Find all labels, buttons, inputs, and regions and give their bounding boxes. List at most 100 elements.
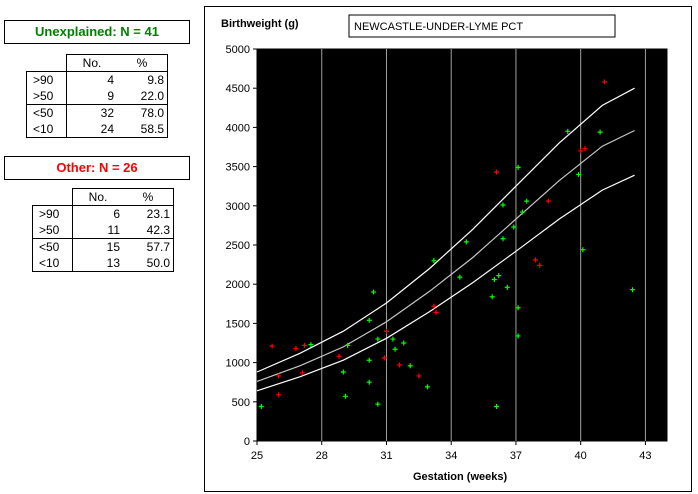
plot-area: [256, 48, 668, 442]
table-header-pct: %: [117, 54, 168, 72]
y-tick-label: 1500: [226, 318, 250, 330]
y-tick-label: 2500: [226, 240, 250, 252]
other-point: [396, 362, 402, 368]
unexplained-table: No. % >90 4 9.8 >50 9 22.0 <50 32 78.0 <…: [26, 54, 168, 138]
other-point: [433, 309, 439, 315]
other-point: [545, 198, 551, 204]
table-row: <50 15 57.7: [32, 238, 174, 255]
y-tick-label: 500: [232, 397, 250, 409]
other-point: [299, 370, 305, 376]
y-tick-label: 1000: [226, 358, 250, 370]
y-tick-label: 3000: [226, 201, 250, 213]
other-title: Other: N = 26: [4, 156, 190, 180]
unexplained-point: [342, 393, 348, 399]
unexplained-point: [366, 357, 372, 363]
unexplained-point: [524, 198, 530, 204]
table-row: <10 13 50.0: [32, 255, 174, 272]
x-tick-label: 31: [380, 450, 392, 462]
table-row: >90 6 23.1: [32, 205, 174, 222]
other-point: [431, 303, 437, 309]
y-tick-label: 4000: [226, 122, 250, 134]
unexplained-point: [407, 363, 413, 369]
other-point: [537, 262, 543, 268]
table-header-no: No.: [72, 188, 123, 206]
unexplained-point: [392, 346, 398, 352]
unexplained-point: [515, 164, 521, 170]
unexplained-point: [494, 404, 500, 410]
unexplained-point: [390, 336, 396, 342]
other-point: [494, 169, 500, 175]
other-point: [416, 373, 422, 379]
centile-curve: [256, 174, 635, 392]
unexplained-point: [366, 379, 372, 385]
unexplained-point: [576, 171, 582, 177]
unexplained-point: [308, 342, 314, 348]
y-tick-label: 5000: [226, 44, 250, 56]
table-row: >50 9 22.0: [26, 88, 168, 105]
unexplained-point: [375, 401, 381, 407]
x-tick-label: 37: [510, 450, 522, 462]
table-row: >90 4 9.8: [26, 71, 168, 88]
other-point: [269, 343, 275, 349]
x-tick-label: 34: [445, 450, 457, 462]
table-row: <10 24 58.5: [26, 121, 168, 138]
y-tick-label: 4500: [226, 83, 250, 95]
x-tick-label: 28: [316, 450, 328, 462]
unexplained-point: [431, 258, 437, 264]
unexplained-point: [258, 404, 264, 410]
unexplained-point: [515, 333, 521, 339]
unexplained-point: [366, 317, 372, 323]
unexplained-point: [457, 274, 463, 280]
y-tick-label: 2000: [226, 279, 250, 291]
table-row: <50 32 78.0: [26, 104, 168, 121]
unexplained-point: [491, 276, 497, 282]
unexplained-point: [345, 342, 351, 348]
chart-title: NEWCASTLE-UNDER-LYME PCT: [354, 21, 523, 33]
other-point: [276, 373, 282, 379]
table-header-pct: %: [123, 188, 174, 206]
y-axis-label: Birthweight (g): [221, 18, 299, 30]
unexplained-point: [340, 369, 346, 375]
unexplained-point: [463, 239, 469, 245]
other-point: [532, 257, 538, 263]
chart-panel: Birthweight (g) NEWCASTLE-UNDER-LYME PCT…: [204, 6, 692, 492]
other-point: [301, 342, 307, 348]
unexplained-point: [504, 284, 510, 290]
other-table: No. % >90 6 23.1 >50 11 42.3 <50 15 57.7…: [32, 188, 174, 272]
other-point: [383, 328, 389, 334]
x-tick-label: 25: [251, 450, 263, 462]
table-row: >50 11 42.3: [32, 222, 174, 239]
unexplained-point: [580, 247, 586, 253]
unexplained-point: [496, 273, 502, 279]
scatter-chart: Birthweight (g) NEWCASTLE-UNDER-LYME PCT…: [221, 14, 668, 483]
unexplained-point: [511, 224, 517, 230]
chart-title-box: [348, 14, 616, 38]
unexplained-point: [401, 340, 407, 346]
unexplained-point: [375, 336, 381, 342]
centile-curve: [256, 129, 635, 382]
other-point: [578, 148, 584, 154]
other-point: [381, 355, 387, 361]
unexplained-point: [519, 209, 525, 215]
other-point: [293, 345, 299, 351]
unexplained-point: [629, 287, 635, 293]
y-tick-label: 3500: [226, 162, 250, 174]
table-header-no: No.: [66, 54, 117, 72]
other-point: [276, 392, 282, 398]
x-tick-label: 40: [575, 450, 587, 462]
centile-curve: [256, 87, 635, 373]
unexplained-title: Unexplained: N = 41: [4, 20, 190, 44]
unexplained-point: [515, 305, 521, 311]
unexplained-point: [500, 202, 506, 208]
unexplained-point: [489, 294, 495, 300]
other-point: [336, 353, 342, 359]
other-point: [601, 79, 607, 85]
x-axis-label: Gestation (weeks): [413, 471, 507, 483]
x-tick-label: 43: [639, 450, 651, 462]
unexplained-point: [565, 128, 571, 134]
unexplained-point: [424, 384, 430, 390]
unexplained-point: [371, 289, 377, 295]
unexplained-point: [500, 236, 506, 242]
other-point: [582, 146, 588, 152]
unexplained-point: [597, 129, 603, 135]
